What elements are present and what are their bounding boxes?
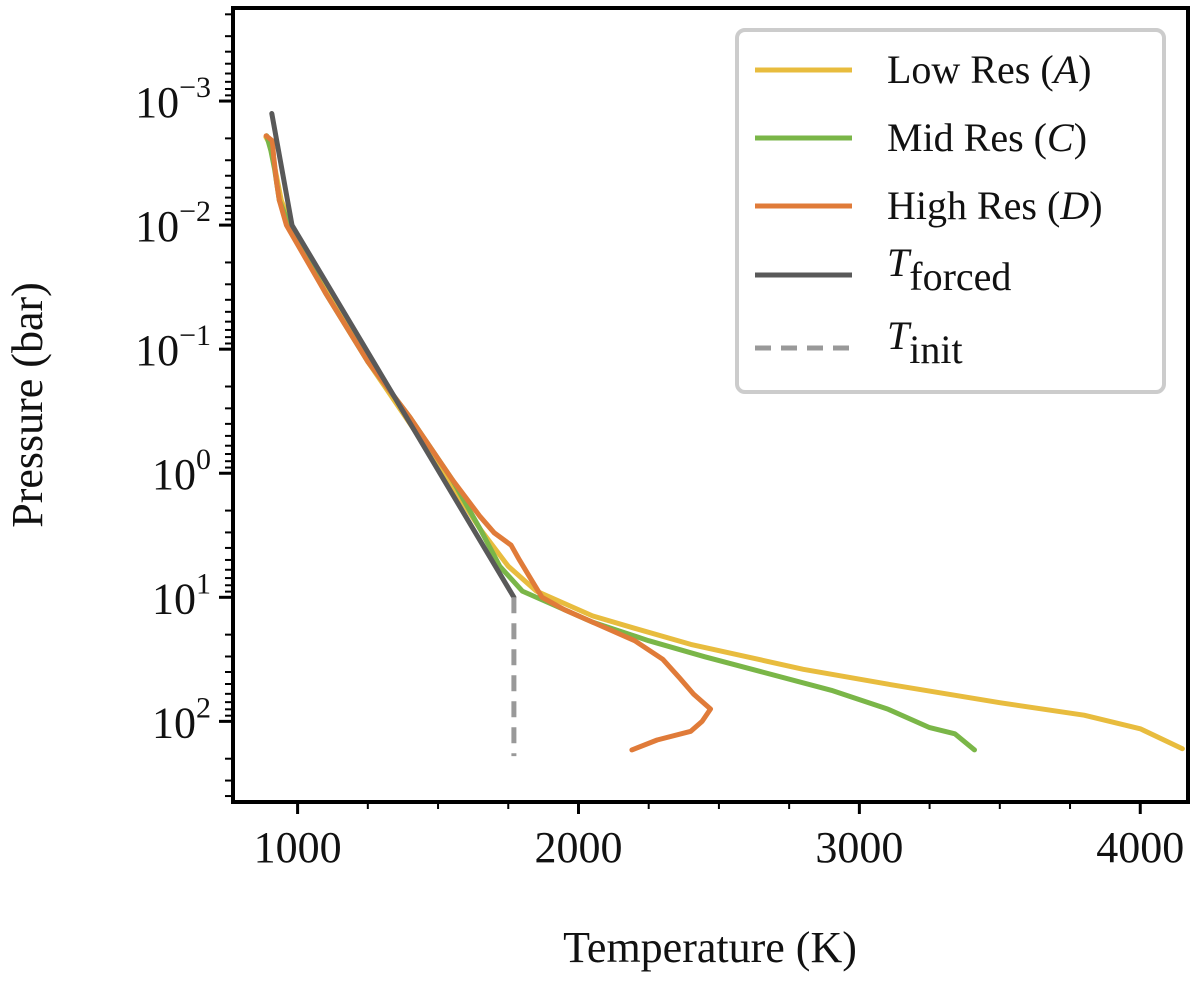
x-tick-label: 3000	[815, 823, 903, 872]
y-axis-label: Pressure (bar)	[3, 282, 52, 528]
x-tick-label: 2000	[534, 823, 622, 872]
legend-label: Tinit	[887, 313, 963, 372]
series-layer	[263, 111, 1185, 757]
plot-frame	[231, 6, 1190, 804]
x-tick-label: 1000	[254, 823, 342, 872]
legend-box	[735, 28, 1166, 394]
legend-label: Mid Res (C)	[887, 115, 1087, 160]
y-tick-label: 101	[152, 567, 211, 623]
legend: Low Res (A) Mid Res (C) High Res (D) Tforce…	[735, 28, 1166, 394]
x-axis-label: Temperature (K)	[563, 923, 857, 972]
y-tick-label: 100	[152, 443, 211, 499]
series-line-high-res	[263, 133, 713, 753]
x-tick-label: 4000	[1096, 823, 1184, 872]
x-axis: 1000 2000 3000 4000	[254, 802, 1184, 872]
y-tick-label: 10−1	[135, 319, 211, 375]
series-line-t-forced	[269, 111, 517, 600]
y-tick-label: 10−2	[135, 195, 211, 251]
y-tick-label: 102	[152, 691, 211, 747]
legend-label: Low Res (A)	[887, 47, 1091, 92]
legend-label: High Res (D)	[887, 183, 1103, 228]
y-tick-label: 10−3	[135, 71, 211, 127]
legend-label: Tforced	[887, 240, 1011, 299]
y-axis: 10−3 10−2 10−1 100 101 102	[135, 13, 233, 798]
